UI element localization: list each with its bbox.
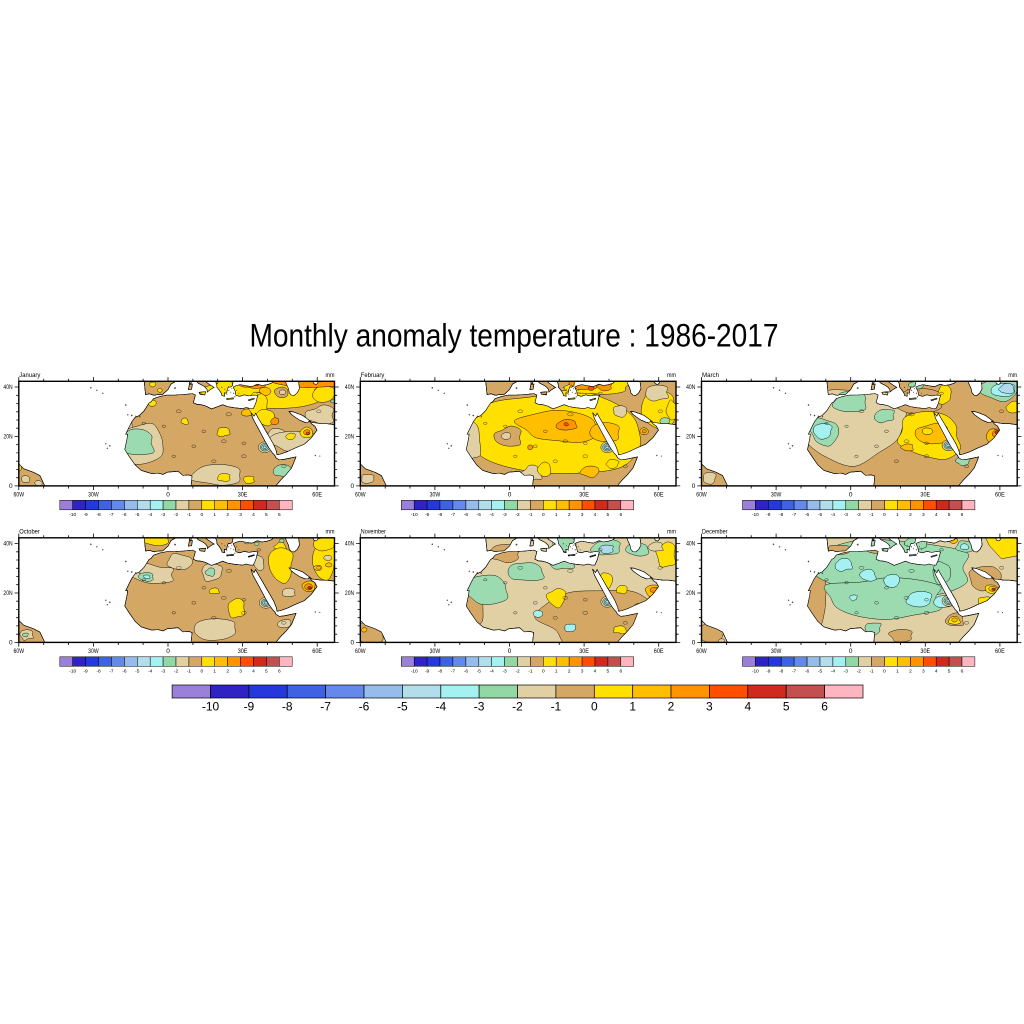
svg-text:-1: -1 <box>551 700 562 714</box>
svg-text:mm: mm <box>1008 373 1017 379</box>
svg-text:-6: -6 <box>359 700 370 714</box>
svg-text:-9: -9 <box>244 700 255 714</box>
svg-text:-3: -3 <box>474 700 485 714</box>
svg-text:-7: -7 <box>320 700 331 714</box>
svg-text:6: 6 <box>821 700 828 714</box>
svg-text:-8: -8 <box>282 700 293 714</box>
svg-text:3: 3 <box>706 700 713 714</box>
svg-text:March: March <box>702 372 719 379</box>
svg-text:4: 4 <box>744 700 751 714</box>
svg-text:mm: mm <box>667 529 676 535</box>
svg-text:5: 5 <box>783 700 790 714</box>
svg-text:February: February <box>361 372 385 379</box>
svg-text:-4: -4 <box>435 700 446 714</box>
svg-text:1: 1 <box>629 700 636 714</box>
svg-text:mm: mm <box>326 373 335 379</box>
svg-text:November: November <box>361 528 387 535</box>
svg-text:-2: -2 <box>512 700 523 714</box>
svg-text:October: October <box>19 528 40 535</box>
svg-text:December: December <box>702 528 728 535</box>
svg-text:Monthly anomaly temperature :: Monthly anomaly temperature : 1986-2017 <box>250 318 779 354</box>
svg-text:mm: mm <box>1008 529 1017 535</box>
svg-text:0: 0 <box>591 700 598 714</box>
svg-text:2: 2 <box>668 700 675 714</box>
svg-text:mm: mm <box>326 529 335 535</box>
svg-text:-10: -10 <box>202 700 220 714</box>
svg-text:-5: -5 <box>397 700 408 714</box>
svg-text:mm: mm <box>667 373 676 379</box>
svg-text:January: January <box>19 372 41 379</box>
